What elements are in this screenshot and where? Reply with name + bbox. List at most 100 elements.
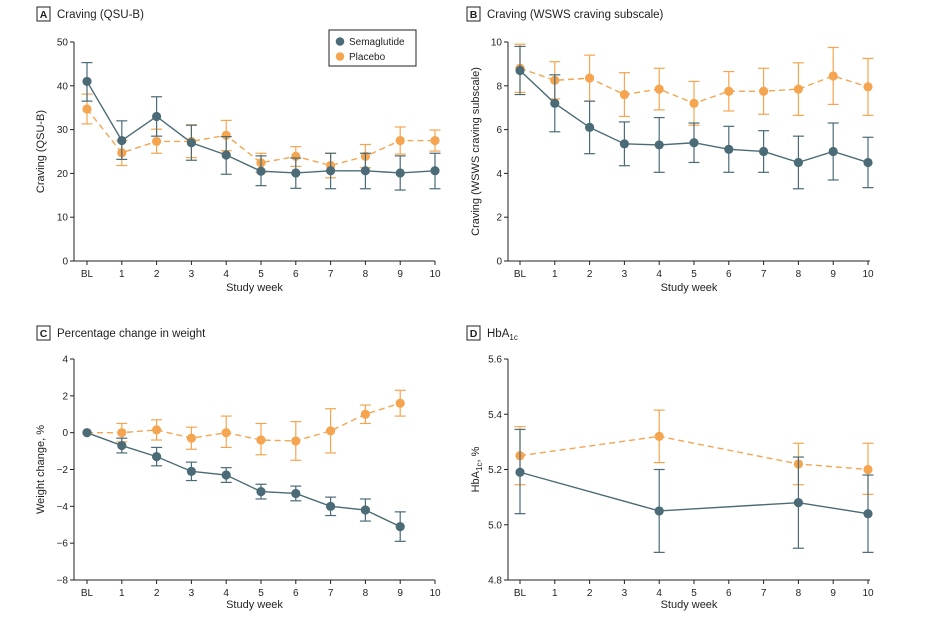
- data-point: [395, 398, 405, 408]
- y-axis-label: HbA1c, %: [470, 446, 484, 492]
- x-tick-label: 4: [656, 588, 662, 599]
- panel-title-subscript: 1c: [509, 333, 517, 342]
- x-tick-label: 3: [622, 269, 628, 280]
- data-point: [326, 501, 336, 511]
- y-axis-label: Craving (QSU-B): [35, 110, 47, 193]
- data-point: [793, 84, 804, 94]
- x-tick-label: 7: [328, 588, 334, 599]
- x-tick-label: 9: [830, 269, 836, 280]
- x-tick-label: 10: [862, 269, 874, 280]
- data-point: [82, 428, 92, 438]
- series-placebo: [514, 409, 874, 495]
- legend-box: [328, 29, 417, 67]
- panel-title-text: Craving (QSU-B): [57, 9, 144, 21]
- data-point: [221, 470, 231, 480]
- x-tick-label: 4: [223, 588, 229, 599]
- legend-label-semaglutide: Semaglutide: [349, 37, 405, 48]
- data-point: [585, 122, 595, 133]
- y-axis-label: Craving (WSWS craving subscale): [470, 67, 482, 236]
- data-point: [186, 466, 196, 476]
- y-tick-label: 0: [62, 428, 68, 439]
- panel-letter: C: [40, 328, 48, 340]
- panel-letter: B: [470, 9, 478, 21]
- y-tick-label: 40: [57, 81, 69, 92]
- data-point: [360, 409, 370, 419]
- y-tick-label: −4: [57, 502, 69, 513]
- data-point: [395, 135, 405, 146]
- x-tick-label: 1: [119, 588, 125, 599]
- y-tick-label: −6: [57, 539, 69, 550]
- data-point: [689, 138, 699, 148]
- x-tick-label: 7: [761, 588, 767, 599]
- data-point: [256, 166, 266, 176]
- data-point: [430, 135, 440, 146]
- x-axis-label: Study week: [226, 599, 283, 611]
- y-tick-label: 5.6: [488, 355, 502, 366]
- data-point: [256, 487, 266, 497]
- x-tick-label: 6: [726, 269, 732, 280]
- data-point: [515, 467, 525, 477]
- y-tick-label: −8: [57, 576, 69, 587]
- data-point: [654, 506, 664, 516]
- series-semaglutide: [82, 428, 406, 542]
- data-point: [828, 71, 838, 81]
- legend-marker-semaglutide: [335, 37, 345, 46]
- panel-title: Craving (WSWS craving subscale): [487, 9, 664, 21]
- y-tick-label: 10: [57, 213, 69, 224]
- x-tick-label: 5: [258, 588, 264, 599]
- panel-letter: D: [470, 328, 478, 340]
- y-tick-label: 2: [62, 391, 68, 402]
- x-tick-label: BL: [514, 269, 527, 280]
- y-tick-label: 10: [491, 38, 503, 49]
- series-placebo: [82, 389, 406, 461]
- data-point: [186, 433, 196, 443]
- data-point: [221, 150, 231, 160]
- panel-letter-box: [466, 6, 481, 22]
- y-tick-label: 0: [62, 257, 68, 268]
- x-tick-label: 1: [552, 588, 558, 599]
- panel-b: B Craving (WSWS craving subscale) 0 2 4 6 8 10 B…: [466, 6, 874, 294]
- x-tick-label: 1: [552, 269, 558, 280]
- panel-letter-box: [36, 6, 51, 22]
- data-point: [759, 86, 769, 96]
- data-point: [152, 111, 162, 122]
- x-tick-label: 5: [691, 269, 697, 280]
- data-point: [863, 464, 873, 475]
- x-tick-label: 8: [796, 269, 802, 280]
- data-point: [550, 98, 560, 108]
- x-tick-label: 3: [189, 269, 195, 280]
- y-tick-label: −2: [57, 465, 69, 476]
- data-point: [291, 488, 301, 499]
- data-point: [117, 440, 127, 451]
- data-point: [654, 431, 664, 441]
- x-tick-label: 10: [429, 588, 441, 599]
- x-tick-label: 6: [293, 588, 299, 599]
- y-tick-label: 4: [62, 355, 68, 366]
- data-point: [221, 428, 231, 438]
- data-point: [82, 76, 92, 87]
- data-point: [291, 436, 301, 446]
- data-point: [430, 166, 440, 176]
- y-axis-label: Weight change, %: [35, 425, 47, 514]
- legend-marker-placebo: [335, 52, 345, 61]
- panel-title: Craving (QSU-B): [57, 9, 144, 21]
- panel-letter-box: [466, 325, 481, 341]
- data-point: [117, 135, 127, 146]
- y-tick-label: 5.0: [488, 520, 502, 531]
- data-point: [256, 435, 266, 445]
- x-tick-label: 4: [223, 269, 229, 280]
- x-tick-label: 6: [293, 269, 299, 280]
- data-point: [863, 82, 873, 92]
- y-tick-label: 5.2: [488, 465, 502, 476]
- legend-label-placebo: Placebo: [349, 52, 386, 63]
- data-point: [360, 166, 370, 176]
- data-point: [152, 452, 162, 462]
- data-point: [654, 140, 664, 150]
- data-point: [863, 157, 873, 168]
- data-point: [152, 136, 162, 147]
- y-tick-label: 50: [57, 38, 69, 49]
- y-axis-label-text: Craving (WSWS craving subscale): [470, 67, 482, 236]
- data-point: [793, 498, 804, 508]
- data-point: [326, 426, 336, 436]
